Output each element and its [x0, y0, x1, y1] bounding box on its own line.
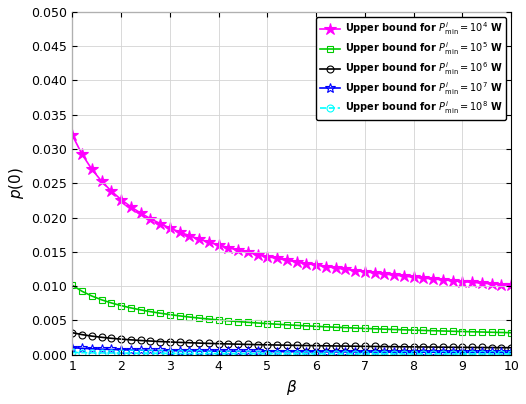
Legend: Upper bound for $P^i_{\mathrm{min}} = 10^4$ W, Upper bound for $P^i_{\mathrm{min: Upper bound for $P^i_{\mathrm{min}} = 10… — [316, 17, 506, 120]
X-axis label: $\beta$: $\beta$ — [286, 378, 297, 397]
Y-axis label: $p(0)$: $p(0)$ — [7, 167, 26, 199]
